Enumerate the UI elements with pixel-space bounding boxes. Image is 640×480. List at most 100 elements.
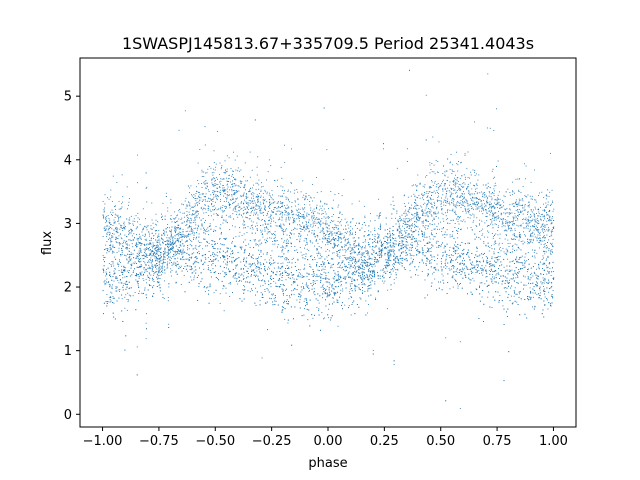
- data-point: [437, 212, 439, 214]
- data-point: [164, 248, 166, 250]
- data-point: [485, 184, 487, 186]
- data-point: [181, 203, 183, 205]
- data-point: [288, 213, 290, 215]
- data-point: [301, 207, 303, 209]
- data-point: [261, 297, 263, 298]
- data-point: [112, 212, 114, 214]
- data-point: [547, 246, 548, 248]
- data-point: [323, 264, 324, 266]
- data-point: [293, 219, 295, 221]
- data-point: [164, 280, 166, 282]
- data-point: [182, 248, 184, 250]
- data-point: [281, 202, 283, 204]
- data-point: [499, 237, 501, 239]
- data-point: [262, 219, 264, 220]
- data-point: [103, 211, 105, 213]
- data-point: [205, 208, 207, 210]
- data-point: [377, 254, 379, 256]
- data-point: [411, 185, 413, 187]
- data-point: [253, 200, 255, 202]
- data-point: [545, 198, 547, 200]
- data-point: [179, 211, 181, 213]
- data-point: [532, 209, 534, 211]
- data-point: [306, 214, 308, 216]
- data-point: [368, 285, 370, 287]
- data-point: [503, 201, 505, 203]
- data-point: [244, 208, 246, 210]
- data-point: [388, 258, 389, 260]
- data-point: [436, 199, 438, 201]
- data-point: [205, 187, 207, 189]
- data-point: [334, 240, 335, 241]
- data-point: [177, 250, 179, 252]
- data-point: [214, 190, 216, 192]
- data-point: [312, 210, 314, 212]
- data-point: [317, 242, 319, 244]
- data-point: [385, 265, 387, 267]
- data-point: [338, 192, 340, 194]
- data-point: [390, 260, 392, 261]
- data-point: [214, 178, 216, 180]
- data-point: [376, 215, 378, 217]
- data-point: [335, 234, 337, 236]
- data-point: [418, 220, 420, 222]
- data-point: [358, 237, 360, 239]
- data-point: [198, 217, 200, 219]
- data-point: [378, 236, 380, 238]
- data-point: [358, 200, 360, 202]
- data-point: [193, 197, 194, 198]
- data-point: [177, 240, 179, 242]
- data-point: [114, 206, 116, 208]
- data-point: [116, 241, 118, 243]
- data-point: [117, 214, 119, 216]
- data-point: [509, 212, 511, 214]
- data-point: [172, 218, 174, 220]
- data-point: [264, 239, 266, 241]
- data-point: [523, 218, 525, 220]
- data-point: [415, 205, 417, 207]
- data-point: [318, 251, 320, 253]
- data-point: [256, 211, 258, 213]
- data-point: [498, 210, 499, 212]
- data-point: [470, 171, 472, 173]
- data-point: [369, 258, 371, 259]
- data-point: [150, 252, 152, 254]
- data-point: [408, 217, 410, 219]
- data-point: [524, 256, 526, 258]
- data-point: [260, 212, 262, 214]
- data-point: [481, 210, 483, 212]
- data-point: [182, 228, 184, 230]
- data-point: [325, 250, 327, 252]
- data-point: [464, 208, 466, 210]
- data-point: [515, 202, 516, 203]
- data-point: [484, 193, 486, 195]
- data-point: [305, 221, 307, 223]
- data-point: [474, 203, 476, 205]
- data-point: [151, 251, 153, 252]
- data-point: [474, 175, 476, 177]
- data-point: [400, 254, 401, 256]
- data-point: [409, 247, 411, 249]
- data-point: [247, 206, 249, 208]
- data-point: [538, 209, 540, 211]
- data-point: [441, 228, 443, 230]
- data-point: [306, 212, 308, 214]
- data-point: [118, 235, 120, 237]
- data-point: [257, 196, 259, 198]
- data-point: [175, 271, 177, 273]
- data-point: [427, 247, 428, 249]
- data-point: [214, 201, 216, 203]
- data-point: [448, 203, 450, 204]
- data-point: [551, 232, 552, 234]
- data-point: [466, 200, 468, 202]
- data-point: [334, 227, 335, 229]
- data-point: [489, 127, 491, 129]
- data-point: [444, 184, 446, 186]
- data-point: [202, 217, 204, 219]
- data-point: [195, 210, 197, 212]
- data-point: [503, 225, 505, 227]
- data-point: [368, 255, 370, 257]
- data-point: [259, 201, 261, 203]
- data-point: [239, 186, 241, 188]
- data-point: [414, 184, 416, 186]
